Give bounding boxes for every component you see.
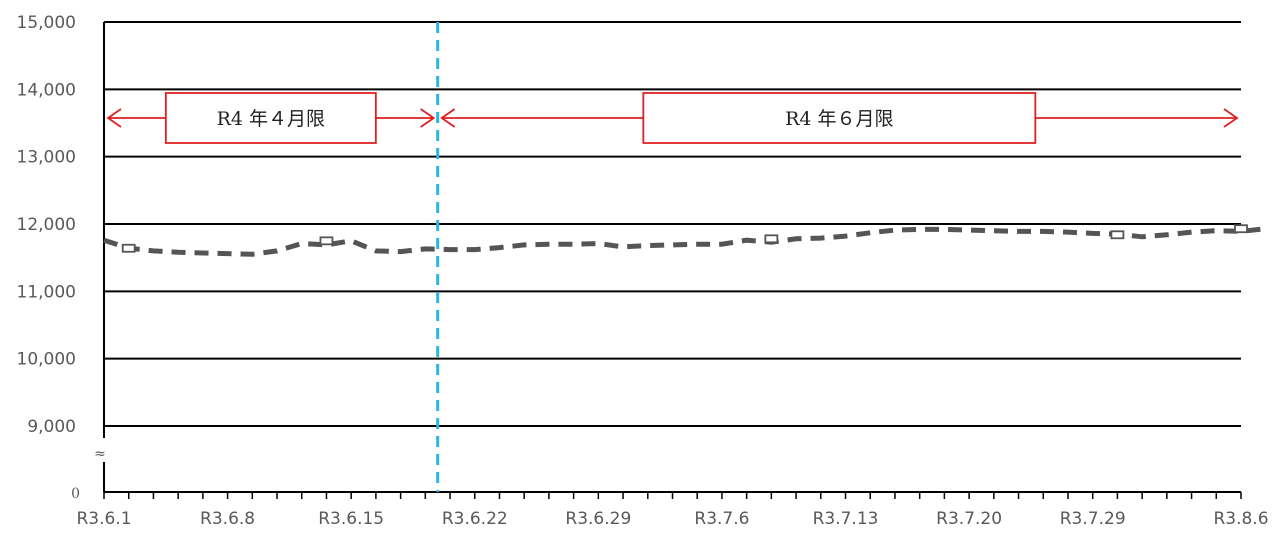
y-tick-label: 14,000	[17, 80, 76, 100]
period-label-box	[164, 92, 377, 144]
x-tick-label: R3.7.29	[1060, 509, 1126, 529]
x-tick-label: R3.7.13	[813, 509, 879, 529]
arrowhead-left	[440, 108, 456, 128]
x-tick-label: R3.8.6	[1213, 509, 1268, 529]
arrowhead-right	[420, 108, 436, 128]
arrowhead-left	[106, 108, 122, 128]
x-tick-label: R3.6.1	[76, 509, 131, 529]
data-marker	[764, 234, 779, 244]
x-tick-label: R3.7.6	[694, 509, 749, 529]
series-line	[103, 226, 1266, 257]
x-tick-label: R3.6.29	[565, 509, 631, 529]
gridlines	[104, 21, 1241, 427]
y-tick-label: 12,000	[17, 215, 76, 235]
annotation-layer: R4 年４月限 R4 年６月限	[106, 22, 1239, 492]
data-marker	[1110, 230, 1125, 240]
y-tick-label: 15,000	[17, 13, 76, 33]
period-label-box	[642, 92, 1037, 144]
x-tick-label: R3.6.22	[442, 509, 508, 529]
x-tick-label: R3.6.15	[318, 509, 384, 529]
y-tick-label: 10,000	[17, 350, 76, 370]
data-marker	[121, 243, 136, 253]
y-tick-label: 11,000	[17, 282, 76, 302]
y-tick-label: 0	[71, 486, 80, 502]
y-tick-label: 9,000	[27, 417, 76, 437]
period-label: R4 年６月限	[785, 108, 893, 130]
series-layer	[103, 224, 1266, 257]
x-tick-label: R3.6.8	[200, 509, 255, 529]
y-axis: 15,000 14,000 13,000 12,000 11,000 10,000 9,00…	[17, 13, 106, 502]
x-tick-label: R3.7.20	[936, 509, 1002, 529]
period-label: R4 年４月限	[217, 108, 325, 130]
data-marker	[319, 236, 334, 246]
y-tick-label: 13,000	[17, 148, 76, 168]
axis-break-symbol: ≈	[94, 446, 106, 462]
data-marker	[1234, 224, 1248, 234]
arrowhead-right	[1223, 108, 1239, 128]
x-axis: R3.6.1 R3.6.8 R3.6.15 R3.6.22 R3.6.29 R3.7.6 R…	[76, 491, 1269, 529]
